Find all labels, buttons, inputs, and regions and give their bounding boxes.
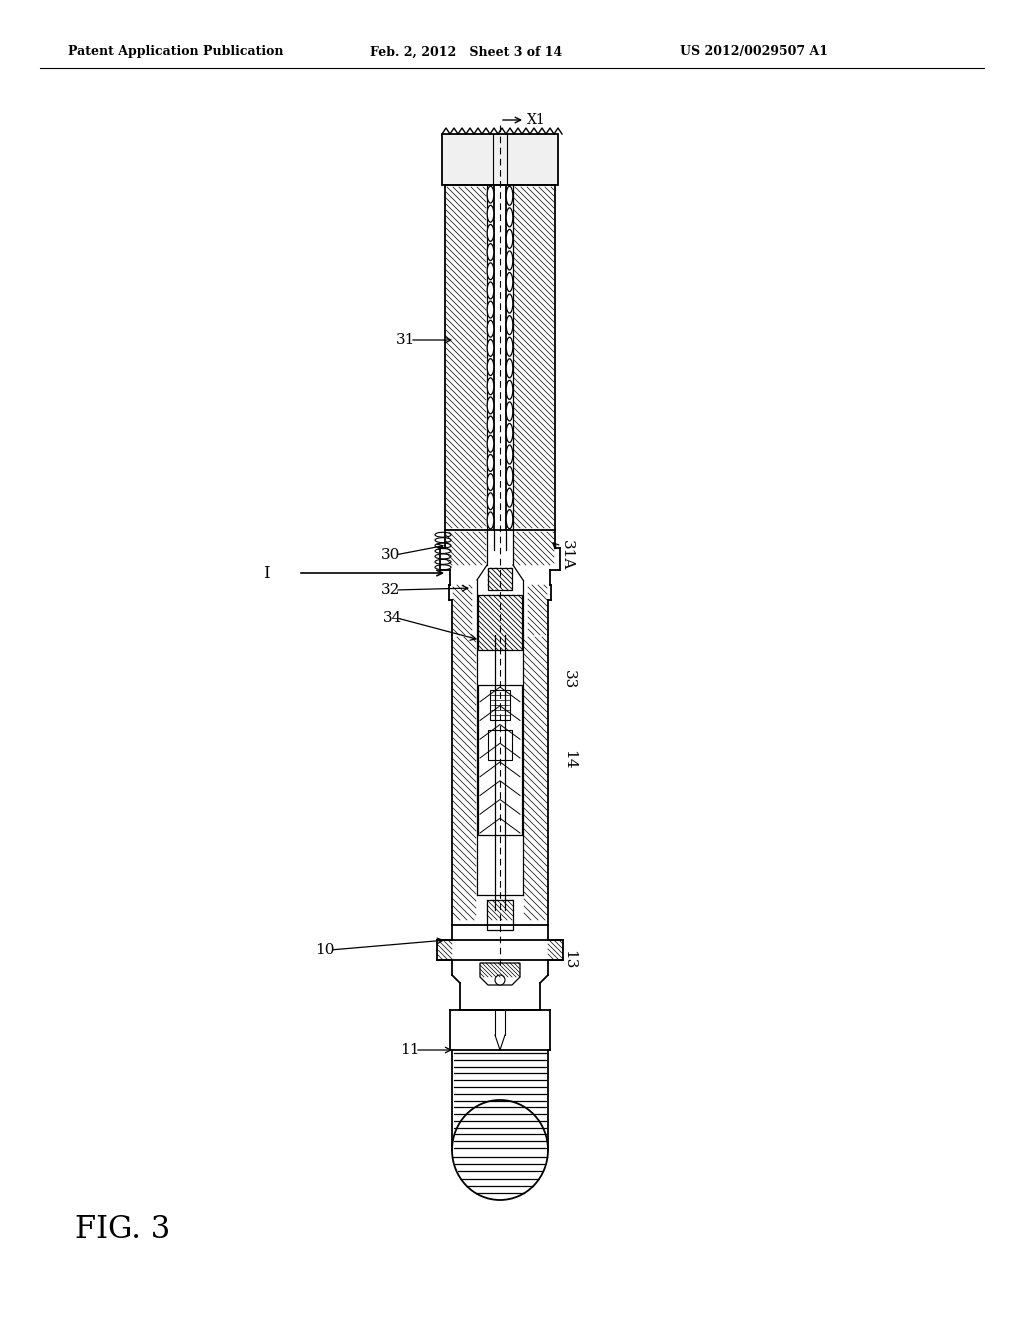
- Ellipse shape: [506, 315, 513, 335]
- Text: US 2012/0029507 A1: US 2012/0029507 A1: [680, 45, 828, 58]
- Ellipse shape: [487, 206, 494, 222]
- Bar: [478, 685, 522, 836]
- Text: FIG. 3: FIG. 3: [75, 1214, 170, 1246]
- Bar: [488, 568, 512, 590]
- Ellipse shape: [506, 207, 513, 227]
- Text: 11: 11: [400, 1043, 420, 1057]
- Bar: [488, 730, 512, 760]
- Circle shape: [495, 975, 505, 985]
- Ellipse shape: [487, 339, 494, 356]
- Ellipse shape: [506, 230, 513, 248]
- Ellipse shape: [487, 321, 494, 337]
- Ellipse shape: [487, 186, 494, 203]
- Ellipse shape: [487, 224, 494, 242]
- Text: 10: 10: [315, 942, 335, 957]
- Ellipse shape: [487, 397, 494, 414]
- Ellipse shape: [506, 488, 513, 507]
- Text: 13: 13: [562, 950, 575, 970]
- Ellipse shape: [506, 424, 513, 442]
- Ellipse shape: [506, 186, 513, 206]
- Ellipse shape: [487, 244, 494, 260]
- Text: 14: 14: [562, 750, 575, 770]
- Ellipse shape: [506, 272, 513, 292]
- Ellipse shape: [487, 474, 494, 491]
- Ellipse shape: [506, 445, 513, 465]
- Ellipse shape: [487, 301, 494, 318]
- Ellipse shape: [506, 337, 513, 356]
- Ellipse shape: [487, 436, 494, 453]
- Text: 31: 31: [395, 333, 415, 347]
- Bar: [487, 900, 513, 931]
- Text: 30: 30: [381, 548, 400, 562]
- Ellipse shape: [506, 251, 513, 271]
- Text: 32: 32: [381, 583, 400, 597]
- Text: Patent Application Publication: Patent Application Publication: [68, 45, 284, 58]
- Text: I: I: [263, 565, 270, 582]
- Ellipse shape: [487, 454, 494, 471]
- Ellipse shape: [506, 359, 513, 378]
- Ellipse shape: [487, 512, 494, 529]
- Ellipse shape: [506, 401, 513, 421]
- Ellipse shape: [487, 492, 494, 510]
- Bar: [478, 595, 522, 649]
- Ellipse shape: [506, 510, 513, 529]
- Polygon shape: [442, 135, 558, 185]
- Text: 34: 34: [383, 611, 402, 624]
- Bar: [490, 690, 510, 719]
- Text: 31A: 31A: [560, 540, 574, 570]
- Ellipse shape: [487, 263, 494, 280]
- Ellipse shape: [487, 359, 494, 375]
- Ellipse shape: [506, 294, 513, 313]
- Ellipse shape: [487, 416, 494, 433]
- Text: Feb. 2, 2012   Sheet 3 of 14: Feb. 2, 2012 Sheet 3 of 14: [370, 45, 562, 58]
- Ellipse shape: [506, 466, 513, 486]
- Text: X1: X1: [527, 114, 546, 127]
- Ellipse shape: [487, 282, 494, 298]
- Ellipse shape: [487, 378, 494, 395]
- Text: 33: 33: [562, 671, 575, 689]
- Ellipse shape: [506, 380, 513, 400]
